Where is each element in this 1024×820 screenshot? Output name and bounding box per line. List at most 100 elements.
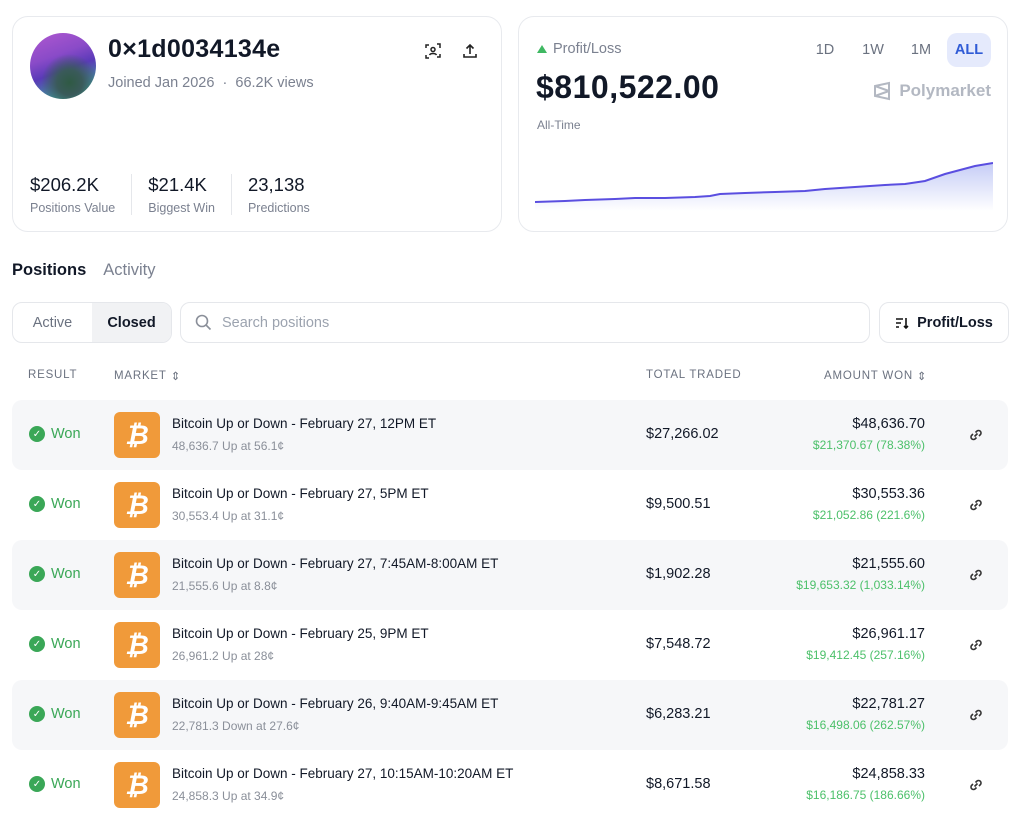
pnl-chart <box>535 162 993 211</box>
profit-gain: $19,653.32 (1,033.14%) <box>796 578 925 592</box>
range-1m[interactable]: 1M <box>910 42 932 58</box>
views-count: 66.2K views <box>235 75 314 91</box>
col-total-traded: TOTAL TRADED <box>646 369 742 381</box>
market-title[interactable]: Bitcoin Up or Down - February 27, 5PM ET <box>172 486 429 501</box>
stat-positions-value: $206.2K Positions Value <box>30 174 133 215</box>
market-title[interactable]: Bitcoin Up or Down - February 27, 12PM E… <box>172 416 437 431</box>
col-amount-won-label: AMOUNT WON <box>824 370 913 382</box>
col-market[interactable]: MARKET ⇕ <box>114 369 181 383</box>
check-circle-icon: ✓ <box>29 636 45 652</box>
upload-icon <box>463 43 477 58</box>
profit-gain: $16,186.75 (186.66%) <box>806 788 925 802</box>
pnl-label-text: Profit/Loss <box>553 41 622 57</box>
market-title[interactable]: Bitcoin Up or Down - February 25, 9PM ET <box>172 626 429 641</box>
range-1w[interactable]: 1W <box>862 42 884 58</box>
pnl-value: $810,522.00 <box>536 69 720 105</box>
market-title[interactable]: Bitcoin Up or Down - February 26, 9:40AM… <box>172 696 499 711</box>
sort-toggle-icon: ⇕ <box>916 371 928 383</box>
pnl-period: All-Time <box>537 118 581 132</box>
main-tabs: Positions Activity <box>12 261 156 280</box>
share-button[interactable] <box>460 41 480 61</box>
segment-closed[interactable]: Closed <box>92 303 171 342</box>
market-title[interactable]: Bitcoin Up or Down - February 27, 10:15A… <box>172 766 514 781</box>
tab-activity[interactable]: Activity <box>103 261 156 279</box>
sort-label: Profit/Loss <box>917 314 993 331</box>
check-circle-icon: ✓ <box>29 566 45 582</box>
username: 0×1d0034134e <box>108 35 281 63</box>
link-icon[interactable] <box>967 426 985 444</box>
search-icon <box>195 314 212 331</box>
table-row[interactable]: ✓ Won ₿ Bitcoin Up or Down - February 27,… <box>12 540 1008 610</box>
profile-card: 0×1d0034134e Joined Jan 2026 · 66.2K vie… <box>12 16 502 232</box>
market-subtitle: 22,781.3 Down at 27.6¢ <box>172 719 300 733</box>
result-badge: ✓ Won <box>29 496 81 512</box>
pnl-area <box>535 163 993 211</box>
link-icon[interactable] <box>967 566 985 584</box>
tab-positions[interactable]: Positions <box>12 261 87 279</box>
table-row[interactable]: ✓ Won ₿ Bitcoin Up or Down - February 25,… <box>12 610 1008 680</box>
total-traded: $8,671.58 <box>646 776 711 792</box>
link-icon[interactable] <box>967 706 985 724</box>
bitcoin-icon: ₿ <box>114 552 160 598</box>
link-icon[interactable] <box>967 636 985 654</box>
link-icon[interactable] <box>967 776 985 794</box>
scan-profile-button[interactable] <box>423 41 443 61</box>
pnl-line <box>535 162 993 203</box>
up-triangle-icon <box>537 45 547 53</box>
bitcoin-icon: ₿ <box>114 762 160 808</box>
stat-label: Biggest Win <box>148 201 215 215</box>
table-row[interactable]: ✓ Won ₿ Bitcoin Up or Down - February 26,… <box>12 680 1008 750</box>
link-icon[interactable] <box>967 496 985 514</box>
table-row[interactable]: ✓ Won ₿ Bitcoin Up or Down - February 27,… <box>12 400 1008 470</box>
profile-meta: Joined Jan 2026 · 66.2K views <box>108 75 314 91</box>
range-selector: 1D 1W 1M ALL <box>803 33 991 67</box>
stat-value: $21.4K <box>148 174 207 195</box>
result-text: Won <box>51 636 81 652</box>
search-box <box>180 302 870 343</box>
check-circle-icon: ✓ <box>29 426 45 442</box>
stat-biggest-win: $21.4K Biggest Win <box>148 174 232 215</box>
profit-gain: $21,052.86 (221.6%) <box>812 508 925 522</box>
polymarket-brand: Polymarket <box>873 81 991 101</box>
separator: · <box>222 75 228 91</box>
stat-label: Positions Value <box>30 201 116 215</box>
table-row[interactable]: ✓ Won ₿ Bitcoin Up or Down - February 27,… <box>12 750 1008 820</box>
search-input[interactable] <box>222 314 822 331</box>
bitcoin-icon: ₿ <box>114 622 160 668</box>
col-amount-won[interactable]: AMOUNT WON ⇕ <box>824 369 927 383</box>
result-badge: ✓ Won <box>29 706 81 722</box>
result-text: Won <box>51 496 81 512</box>
col-market-label: MARKET <box>114 370 167 382</box>
amount-won: $30,553.36 <box>852 486 925 502</box>
pnl-label: Profit/Loss <box>537 41 622 57</box>
result-text: Won <box>51 426 81 442</box>
brand-name: Polymarket <box>899 81 991 100</box>
check-circle-icon: ✓ <box>29 706 45 722</box>
bitcoin-icon: ₿ <box>114 482 160 528</box>
table-row[interactable]: ✓ Won ₿ Bitcoin Up or Down - February 27,… <box>12 470 1008 540</box>
market-title[interactable]: Bitcoin Up or Down - February 27, 7:45AM… <box>172 556 499 571</box>
amount-won: $22,781.27 <box>852 696 925 712</box>
profile-stats: $206.2K Positions Value $21.4K Biggest Win… <box>30 174 342 215</box>
joined-date: Joined Jan 2026 <box>108 75 215 91</box>
total-traded: $9,500.51 <box>646 496 711 512</box>
total-traded: $6,283.21 <box>646 706 711 722</box>
polymarket-logo-icon <box>874 81 891 101</box>
bitcoin-icon: ₿ <box>114 412 160 458</box>
range-all[interactable]: ALL <box>947 33 991 67</box>
range-1d[interactable]: 1D <box>815 42 835 58</box>
sort-button[interactable]: Profit/Loss <box>879 302 1009 343</box>
total-traded: $7,548.72 <box>646 636 711 652</box>
result-badge: ✓ Won <box>29 776 81 792</box>
avatar <box>30 33 96 99</box>
market-subtitle: 30,553.4 Up at 31.1¢ <box>172 509 285 523</box>
profit-gain: $21,370.67 (78.38%) <box>812 438 925 452</box>
market-subtitle: 21,555.6 Up at 8.8¢ <box>172 579 278 593</box>
sort-icon <box>896 317 909 329</box>
segment-active[interactable]: Active <box>32 314 73 331</box>
profit-gain: $16,498.06 (262.57%) <box>806 718 925 732</box>
amount-won: $48,636.70 <box>852 416 925 432</box>
amount-won: $21,555.60 <box>852 556 925 572</box>
stat-value: 23,138 <box>247 174 305 195</box>
profit-gain: $19,412.45 (257.16%) <box>806 648 925 662</box>
